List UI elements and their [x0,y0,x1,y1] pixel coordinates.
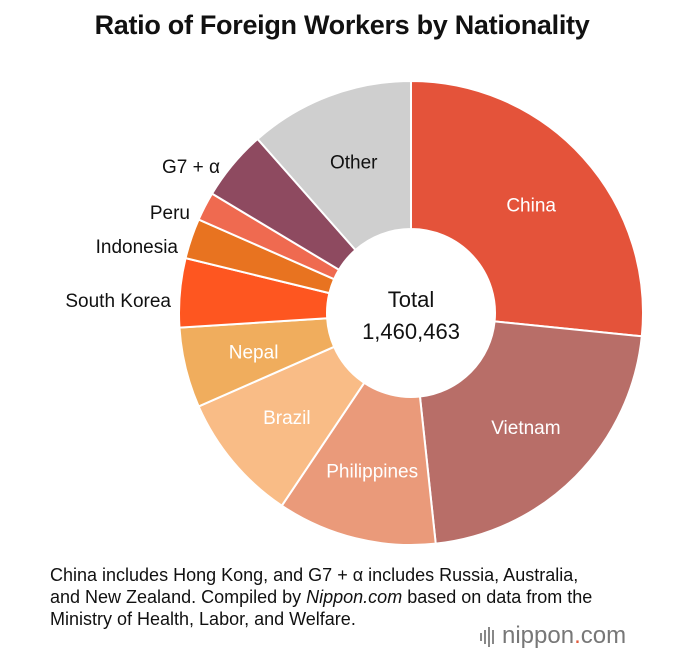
slice-label: Other [330,152,378,173]
center-total-label: Total [388,287,434,312]
logo-bars-icon [480,623,496,651]
slice-other [256,79,412,252]
slice-label: South Korea [65,291,171,312]
slice-label: China [506,195,556,216]
slice-label: Nepal [229,342,279,363]
slice-label: Vietnam [491,418,560,439]
center-total-value: 1,460,463 [362,319,460,344]
slice-label: Indonesia [96,237,179,258]
logo-dot: . [574,622,581,649]
slice-label: Brazil [263,408,311,429]
footnote-source: Nippon.com [306,587,403,607]
logo-suffix: com [580,622,627,649]
footnote-text-2: based on data from the Ministry of Healt… [50,587,593,629]
slice-vietnam [418,320,643,545]
slice-labels: China Vietnam Philippines Brazil Nepal South … [65,152,560,482]
slice-philippines [280,381,437,546]
slice-label: G7 + α [162,157,220,178]
footnote-text-1: China includes Hong Kong, and G7 + α inc… [50,565,579,607]
footnote: China includes Hong Kong, and G7 + α inc… [50,564,610,630]
slice-label: Peru [150,203,190,224]
donut-chart: China Vietnam Philippines Brazil Nepal South … [65,79,644,546]
slice-label: Philippines [326,461,418,482]
donut-slices [178,79,644,546]
slice-china [410,79,644,338]
nippon-logo: nippon.com [480,622,626,651]
logo-word: nippon [502,622,575,649]
chart-title: Ratio of Foreign Workers by Nationality [94,10,590,40]
